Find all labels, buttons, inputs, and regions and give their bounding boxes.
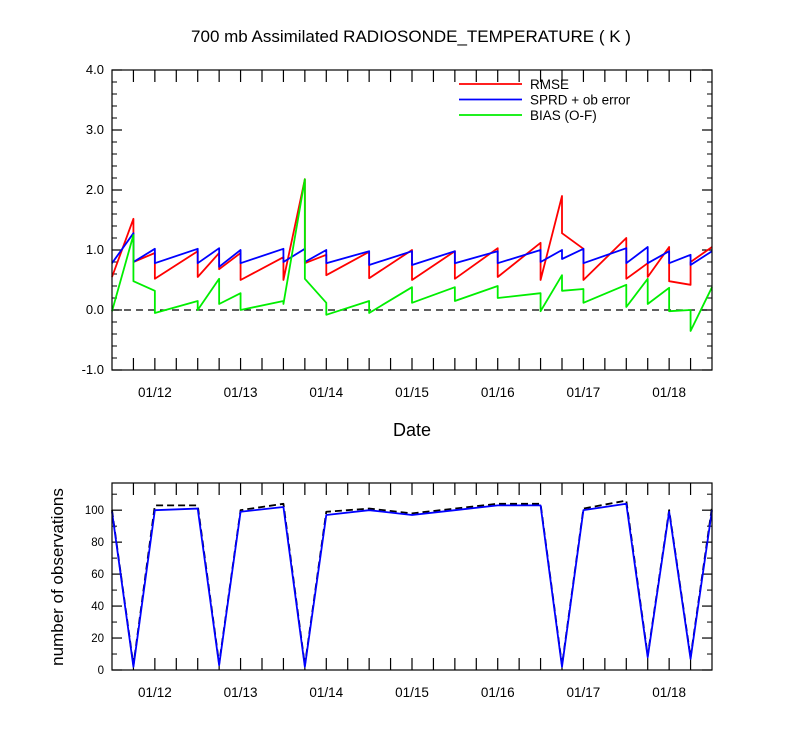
y-tick-label: 4.0 (86, 62, 104, 77)
y-tick-label: 3.0 (86, 122, 104, 137)
legend-label-sprd-ob-error: SPRD + ob error (530, 93, 631, 108)
y-tick-label: 0.0 (86, 302, 104, 317)
series-line-sprd-ob-error (111, 232, 713, 268)
y-tick-label: 0 (98, 665, 104, 677)
top-series (111, 178, 713, 332)
x-tick-label: 01/12 (138, 385, 172, 400)
top-axes: -1.0 0.0 1.0 2.0 3.0 4.0 01/12 01/13 01/14 01/15 0… (82, 62, 712, 400)
y-axis-label: number of observations (48, 488, 67, 666)
x-tick-label: 01/12 (138, 685, 172, 700)
rmse-chart: 700 mb Assimilated RADIOSONDE_TEMPERATUR… (82, 27, 713, 440)
x-tick-label: 01/17 (567, 685, 601, 700)
x-tick-label: 01/13 (224, 685, 258, 700)
y-tick-label: -1.0 (82, 362, 104, 377)
y-tick-label: 60 (91, 569, 104, 581)
y-tick-label: 20 (91, 633, 104, 645)
y-tick-label: 2.0 (86, 182, 104, 197)
chart-title: 700 mb Assimilated RADIOSONDE_TEMPERATUR… (191, 27, 631, 46)
y-tick-label: 40 (91, 601, 104, 613)
x-tick-label: 01/16 (481, 685, 515, 700)
x-tick-label: 01/15 (395, 685, 429, 700)
x-tick-label: 01/18 (652, 685, 686, 700)
legend-label-rmse: RMSE (530, 77, 569, 92)
series-line-bias-o-f (111, 178, 713, 332)
series-line-used (111, 502, 713, 668)
y-tick-label: 1.0 (86, 242, 104, 257)
x-tick-label: 01/17 (567, 385, 601, 400)
x-tick-label: 01/13 (224, 385, 258, 400)
bottom-axes: 0 20 40 60 80 100 01/12 01/13 01/14 01/15 01/16 01/… (85, 483, 712, 700)
bottom-plot-frame (111, 482, 713, 671)
series-line-rmse (111, 178, 713, 286)
observations-chart: 0 20 40 60 80 100 01/12 01/13 01/14 01/15 01/16 01/… (48, 482, 713, 700)
y-tick-label: 80 (91, 537, 104, 549)
x-tick-label: 01/14 (309, 685, 343, 700)
legend-label-bias-o-f: BIAS (O-F) (530, 108, 597, 123)
x-tick-label: 01/16 (481, 385, 515, 400)
bottom-series (111, 499, 713, 668)
x-tick-label: 01/18 (652, 385, 686, 400)
y-tick-label: 100 (85, 505, 104, 517)
x-tick-label: 01/15 (395, 385, 429, 400)
series-line-possible (111, 499, 713, 667)
x-tick-label: 01/14 (309, 385, 343, 400)
top-plot-frame (111, 69, 713, 371)
x-axis-label: Date (393, 420, 431, 440)
